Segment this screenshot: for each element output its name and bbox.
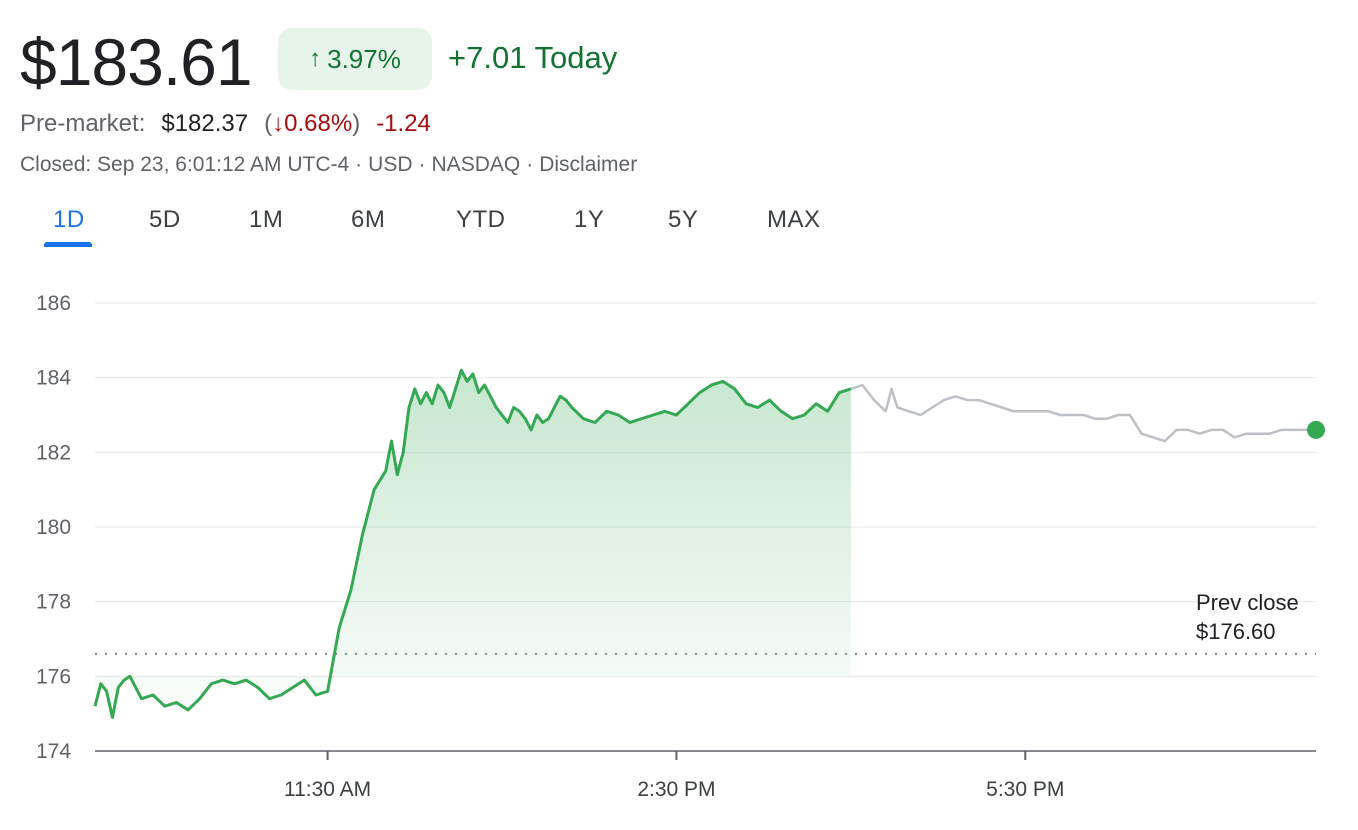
prev-close-label: Prev close xyxy=(1196,590,1299,615)
price-chart[interactable]: 186 184 182 180 178 176 174 11:30 AM 2:30 PM 5:30… xyxy=(0,270,1358,830)
tab-ytd[interactable]: YTD xyxy=(456,206,506,233)
change-percent-badge: ↑ 3.97% xyxy=(278,28,432,90)
tab-1d[interactable]: 1D xyxy=(53,206,85,233)
series-line-after-hours xyxy=(850,383,1316,443)
separator: · xyxy=(418,153,426,176)
market-meta: Closed: Sep 23, 6:01:12 AM UTC-4 · USD · NAS… xyxy=(20,153,637,177)
premarket-percent-value: 0.68% xyxy=(284,110,353,137)
tab-6m[interactable]: 6M xyxy=(351,206,386,233)
tab-5y[interactable]: 5Y xyxy=(668,206,699,233)
disclaimer-link[interactable]: Disclaimer xyxy=(539,153,638,176)
separator: · xyxy=(355,153,363,176)
y-tick-label: 186 xyxy=(36,292,71,315)
currency: USD xyxy=(368,153,413,176)
premarket-percent: (↓0.68%) xyxy=(264,110,361,137)
tab-max[interactable]: MAX xyxy=(767,206,821,233)
x-tick-label: 11:30 AM xyxy=(284,778,371,801)
active-tab-indicator xyxy=(44,242,92,247)
current-price-dot xyxy=(1307,420,1325,439)
y-tick-label: 174 xyxy=(36,740,71,763)
y-tick-label: 184 xyxy=(36,367,71,390)
tab-1y[interactable]: 1Y xyxy=(574,206,605,233)
separator: · xyxy=(526,153,534,176)
y-tick-label: 182 xyxy=(36,441,71,464)
change-today: +7.01 Today xyxy=(448,40,618,75)
exchange: NASDAQ xyxy=(431,153,521,176)
prev-close-value: $176.60 xyxy=(1196,619,1276,644)
x-tick-label: 2:30 PM xyxy=(637,778,715,801)
area-fill-regular-session xyxy=(95,370,851,718)
y-tick-label: 176 xyxy=(36,665,71,688)
premarket-price: $182.37 xyxy=(161,110,249,137)
x-tick-label: 5:30 PM xyxy=(986,778,1064,801)
arrow-down-icon: ↓ xyxy=(272,110,285,137)
current-price: $183.61 xyxy=(20,25,253,99)
closed-timestamp: Closed: Sep 23, 6:01:12 AM UTC-4 xyxy=(20,153,350,176)
y-tick-label: 180 xyxy=(36,516,71,539)
tab-5d[interactable]: 5D xyxy=(149,206,181,233)
arrow-up-icon: ↑ xyxy=(309,45,322,72)
premarket-change: -1.24 xyxy=(376,110,431,137)
premarket-row: Pre-market: $182.37 (↓0.68%) -1.24 xyxy=(20,110,431,138)
premarket-label: Pre-market: xyxy=(20,110,146,137)
tab-1m[interactable]: 1M xyxy=(249,206,284,233)
series-line-regular xyxy=(93,368,852,719)
change-percent-value: 3.97% xyxy=(327,43,401,74)
y-tick-label: 178 xyxy=(36,591,71,614)
